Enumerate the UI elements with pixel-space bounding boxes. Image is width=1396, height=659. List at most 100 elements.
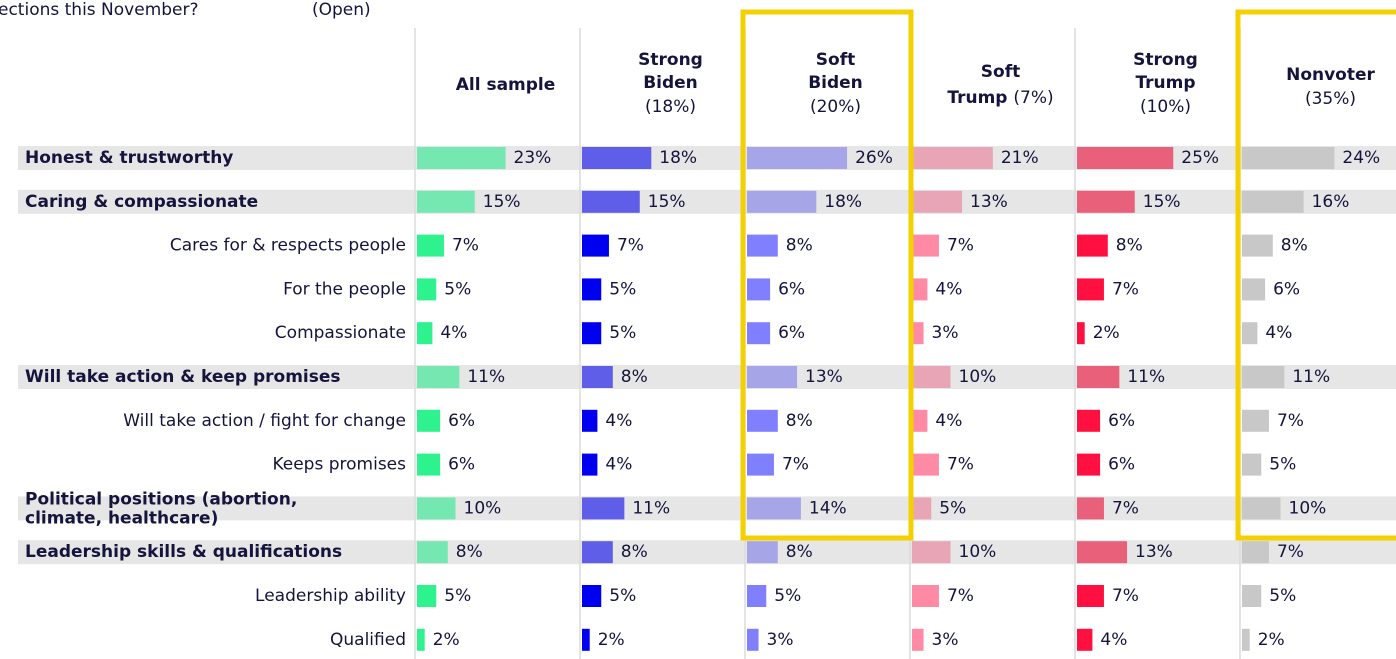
row-label: Qualified <box>330 630 406 650</box>
value-label: 13% <box>970 192 1008 212</box>
bar <box>747 628 759 651</box>
bar <box>582 190 640 213</box>
value-label: 25% <box>1181 148 1219 168</box>
value-label: 7% <box>947 455 974 475</box>
row-label: Keeps promises <box>272 455 406 475</box>
bar <box>417 453 441 476</box>
bar <box>582 147 652 169</box>
value-label: 8% <box>1281 236 1308 256</box>
value-label: 21% <box>1001 148 1039 168</box>
value-label: 11% <box>1292 367 1330 387</box>
value-label: 2% <box>1093 323 1120 343</box>
row-label-line: Political positions (abortion, <box>25 489 297 509</box>
bar <box>1242 322 1258 345</box>
column-note: (10%) <box>1140 97 1191 117</box>
row-label: Will take action / fight for change <box>123 411 406 431</box>
value-label: 5% <box>774 586 801 606</box>
chart-title: ections this November? <box>0 0 199 20</box>
column-note: (20%) <box>810 97 861 117</box>
value-label: 3% <box>767 630 794 650</box>
bar <box>1077 409 1101 432</box>
row-label: Cares for & respects people <box>170 236 406 256</box>
bar <box>1242 278 1266 301</box>
bar <box>1242 628 1250 651</box>
row-label: Leadership ability <box>255 586 406 606</box>
value-label: 7% <box>947 586 974 606</box>
bar <box>417 409 441 432</box>
column-header: Biden <box>643 73 698 93</box>
value-label: 5% <box>609 279 636 299</box>
bar <box>912 190 963 213</box>
bar <box>1242 190 1304 213</box>
value-label: 6% <box>1108 411 1135 431</box>
value-label: 6% <box>778 323 805 343</box>
bar <box>417 585 437 607</box>
bar <box>582 628 590 651</box>
bar <box>582 366 613 388</box>
value-label: 6% <box>448 455 475 475</box>
column-header: Soft <box>816 50 855 70</box>
value-label: 18% <box>659 148 697 168</box>
value-label: 6% <box>1273 279 1300 299</box>
value-label: 6% <box>448 411 475 431</box>
value-label: 7% <box>452 236 479 256</box>
value-label: 10% <box>1289 498 1327 518</box>
bar <box>1077 366 1120 388</box>
value-label: 8% <box>456 542 483 562</box>
bar <box>1242 453 1262 476</box>
bar <box>417 628 425 651</box>
value-label: 3% <box>932 323 959 343</box>
bar <box>1242 147 1335 169</box>
value-label: 5% <box>1269 455 1296 475</box>
bar <box>912 628 924 651</box>
bar <box>582 585 602 607</box>
value-label: 8% <box>786 411 813 431</box>
bar <box>1077 190 1135 213</box>
row-band <box>18 365 1396 389</box>
row-band <box>18 540 1396 565</box>
bar <box>747 322 771 345</box>
row-label: Will take action & keep promises <box>25 367 341 387</box>
bar <box>417 541 448 564</box>
bar <box>417 322 433 345</box>
bar <box>1242 585 1262 607</box>
bar <box>747 234 778 257</box>
column-note: (18%) <box>645 97 696 117</box>
value-label: 15% <box>1143 192 1181 212</box>
bar <box>912 147 993 169</box>
bar <box>747 190 817 213</box>
bar <box>417 190 475 213</box>
value-label: 8% <box>786 542 813 562</box>
bar <box>1242 366 1285 388</box>
value-label: 7% <box>617 236 644 256</box>
bar <box>747 497 801 520</box>
bar <box>1242 409 1269 432</box>
bar <box>912 278 928 301</box>
column-note: (7%) <box>1013 88 1053 108</box>
row-band <box>18 496 1396 521</box>
bar <box>912 234 939 257</box>
value-label: 11% <box>1127 367 1165 387</box>
value-label: 13% <box>1135 542 1173 562</box>
value-label: 2% <box>598 630 625 650</box>
row-label-line: climate, healthcare) <box>25 508 218 528</box>
value-label: 15% <box>648 192 686 212</box>
bar <box>747 278 771 301</box>
column-header: Biden <box>808 73 863 93</box>
bar <box>1077 453 1101 476</box>
value-label: 4% <box>605 411 632 431</box>
bar <box>1077 585 1104 607</box>
chart-subtitle: (Open) <box>312 0 371 20</box>
value-label: 18% <box>824 192 862 212</box>
bar <box>417 366 460 388</box>
bar <box>912 541 951 564</box>
value-label: 3% <box>932 630 959 650</box>
value-label: 5% <box>444 279 471 299</box>
column-header: Strong <box>638 50 703 70</box>
value-label: 6% <box>778 279 805 299</box>
value-label: 7% <box>1277 411 1304 431</box>
value-label: 7% <box>782 455 809 475</box>
value-label: 5% <box>1269 586 1296 606</box>
row-label: For the people <box>283 279 406 299</box>
bar <box>1077 497 1104 520</box>
